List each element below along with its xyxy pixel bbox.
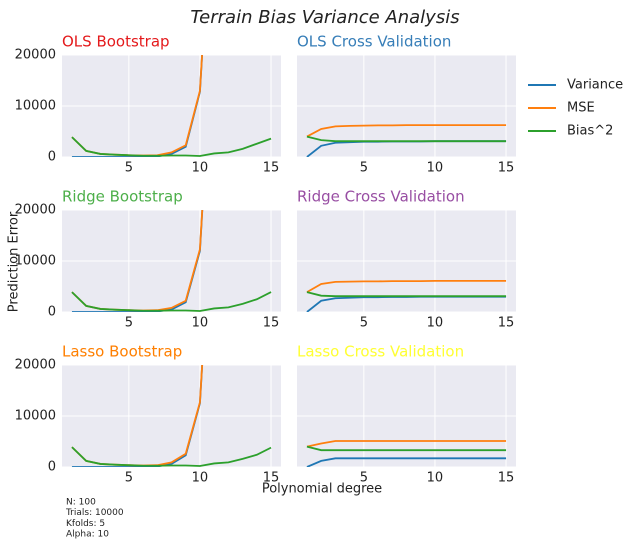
x-tick-label: 5 (360, 161, 368, 176)
x-tick-label: 15 (498, 471, 515, 486)
x-tick-label: 5 (125, 471, 133, 486)
x-tick-label: 10 (427, 471, 444, 486)
y-tick-label: 20000 (15, 358, 56, 373)
x-tick-label: 5 (125, 316, 133, 331)
legend-label: Variance (567, 78, 623, 93)
series-line (71, 365, 204, 467)
figure-title: Terrain Bias Variance Analysis (190, 7, 459, 28)
y-axis-label: Prediction Error (7, 211, 22, 312)
panel-title: Lasso Cross Validation (297, 343, 464, 361)
legend-label: Bias^2 (567, 124, 613, 139)
x-tick-label: 15 (263, 471, 280, 486)
panel-title: OLS Bootstrap (62, 33, 170, 51)
x-tick-label: 10 (427, 316, 444, 331)
note: Trials: 10000 (65, 508, 124, 518)
panel-title: OLS Cross Validation (297, 33, 451, 51)
panel-title: Lasso Bootstrap (62, 343, 182, 361)
x-tick-label: 5 (360, 471, 368, 486)
legend-label: MSE (567, 101, 595, 116)
x-tick-label: 10 (192, 316, 209, 331)
y-tick-label: 0 (48, 305, 56, 320)
series-line (71, 136, 272, 157)
y-tick-label: 10000 (15, 409, 56, 424)
x-tick-label: 15 (498, 161, 515, 176)
series-line (71, 291, 272, 312)
x-tick-label: 10 (192, 471, 209, 486)
series-line (306, 279, 507, 293)
x-tick-label: 10 (192, 161, 209, 176)
panel-title: Ridge Bootstrap (62, 188, 183, 206)
series-line (306, 291, 507, 298)
series-line (306, 457, 507, 467)
x-tick-label: 5 (125, 161, 133, 176)
y-tick-label: 10000 (15, 99, 56, 114)
x-tick-label: 10 (427, 161, 444, 176)
x-tick-label: 15 (263, 161, 280, 176)
series-line (71, 446, 272, 467)
y-tick-label: 20000 (15, 48, 56, 63)
note: N: 100 (66, 498, 96, 508)
x-tick-label: 5 (360, 316, 368, 331)
x-tick-label: 15 (498, 316, 515, 331)
y-tick-label: 0 (48, 150, 56, 165)
x-tick-label: 15 (263, 316, 280, 331)
series-line (306, 440, 507, 448)
note: Kfolds: 5 (66, 519, 105, 529)
series-line (306, 445, 507, 452)
series-line (71, 55, 204, 157)
y-tick-label: 0 (48, 460, 56, 475)
panel-title: Ridge Cross Validation (297, 188, 465, 206)
y-tick-label: 10000 (15, 254, 56, 269)
note: Alpha: 10 (66, 530, 109, 540)
series-line (306, 135, 507, 143)
x-axis-label: Polynomial degree (262, 482, 382, 497)
y-tick-label: 20000 (15, 203, 56, 218)
series-line (71, 210, 204, 312)
series-line (306, 124, 507, 138)
